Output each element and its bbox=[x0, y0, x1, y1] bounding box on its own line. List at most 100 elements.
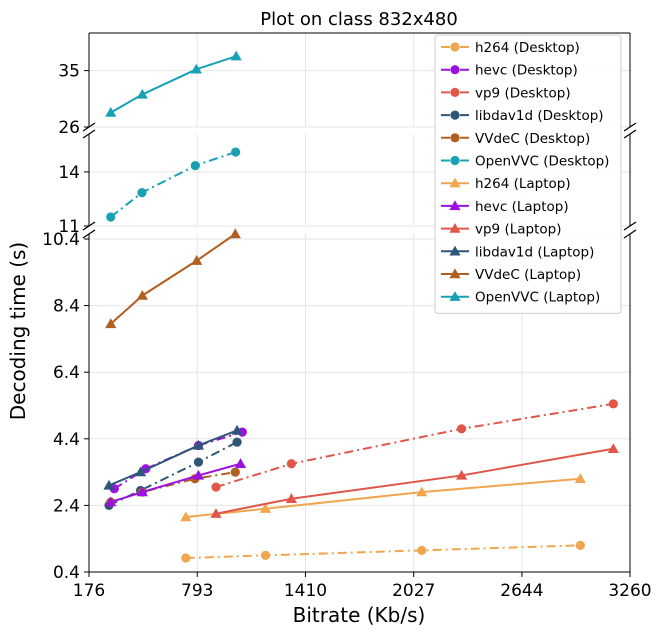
data-point bbox=[192, 469, 205, 480]
data-point bbox=[192, 439, 205, 450]
x-tick-label: 1410 bbox=[284, 581, 327, 601]
data-point bbox=[180, 511, 192, 522]
data-point bbox=[211, 482, 221, 492]
series-line bbox=[108, 429, 238, 487]
legend-marker bbox=[449, 268, 461, 279]
legend-marker bbox=[450, 110, 460, 120]
y-tick-label: 2.4 bbox=[53, 496, 80, 516]
axis-break-marks bbox=[82, 122, 637, 239]
series-line bbox=[185, 477, 581, 519]
series-line bbox=[185, 544, 581, 560]
data-point bbox=[417, 545, 427, 555]
series-line bbox=[215, 447, 614, 515]
legend-item: hevc (Laptop) bbox=[441, 199, 569, 215]
data-point bbox=[229, 228, 241, 239]
y-tick-label: 14 bbox=[58, 163, 80, 183]
data-point bbox=[181, 553, 191, 563]
chart-title: Plot on class 832x480 bbox=[260, 9, 458, 30]
legend-marker bbox=[449, 291, 461, 301]
x-tick-label: 3260 bbox=[608, 581, 651, 601]
plot-panels: 26 35 11 14 0.4 2.4 4.4 6.4 8.4 10.4 176 793 1410 202… bbox=[42, 32, 652, 601]
data-point bbox=[234, 458, 247, 468]
data-point bbox=[106, 212, 116, 222]
data-point bbox=[230, 467, 240, 477]
series-vp9-desktop bbox=[211, 399, 618, 492]
legend-marker bbox=[449, 177, 461, 188]
y-tick-label: 26 bbox=[58, 118, 80, 138]
series-vvdec-laptop bbox=[105, 228, 241, 329]
legend-item: libdav1d (Desktop) bbox=[441, 108, 604, 124]
data-point bbox=[607, 443, 619, 453]
legend-item: vp9 (Desktop) bbox=[441, 85, 571, 101]
data-point bbox=[190, 63, 202, 74]
legend-item: h264 (Laptop) bbox=[441, 176, 571, 192]
data-point bbox=[260, 550, 271, 560]
series-line bbox=[110, 55, 237, 114]
data-point bbox=[285, 493, 298, 503]
series-libdav1d-desktop bbox=[104, 437, 242, 510]
y-tick-label: 4.4 bbox=[53, 430, 80, 450]
legend-label: h264 (Desktop) bbox=[475, 40, 580, 56]
series-openvvc-desktop bbox=[106, 147, 241, 222]
data-point bbox=[259, 503, 272, 513]
legend-label: OpenVVC (Desktop) bbox=[475, 154, 609, 170]
data-point bbox=[103, 479, 115, 490]
x-tick-label: 2027 bbox=[392, 581, 435, 601]
data-point bbox=[575, 540, 585, 550]
legend-label: hevc (Desktop) bbox=[475, 63, 578, 79]
x-tick-label: 2644 bbox=[500, 581, 543, 601]
legend-label: VVdeC (Laptop) bbox=[475, 267, 581, 283]
data-point bbox=[136, 88, 148, 99]
data-point bbox=[105, 318, 117, 329]
series-line bbox=[110, 471, 236, 504]
break-mark bbox=[82, 221, 96, 231]
series-hevc-laptop bbox=[105, 458, 247, 507]
legend-label: hevc (Laptop) bbox=[475, 199, 569, 215]
data-point bbox=[455, 469, 468, 480]
break-mark bbox=[82, 229, 96, 239]
data-point bbox=[134, 466, 147, 477]
series-h264-laptop bbox=[180, 473, 586, 522]
y-tick-label: 35 bbox=[58, 62, 80, 82]
series-line bbox=[110, 233, 236, 325]
legend-item: OpenVVC (Desktop) bbox=[441, 154, 609, 170]
data-point bbox=[574, 473, 586, 483]
data-point bbox=[191, 255, 203, 265]
x-axis-label: Bitrate (Kb/s) bbox=[293, 603, 426, 627]
legend-item: vp9 (Laptop) bbox=[441, 222, 561, 238]
y-tick-label: 0.4 bbox=[53, 563, 80, 583]
data-point bbox=[193, 457, 204, 467]
data-point bbox=[231, 424, 243, 435]
legend-marker bbox=[450, 65, 460, 75]
legend-box bbox=[434, 34, 622, 314]
legend-label: OpenVVC (Laptop) bbox=[475, 290, 600, 306]
y-tick-label: 11 bbox=[58, 217, 80, 237]
panel-bottom: 0.4 2.4 4.4 6.4 8.4 10.4 176 793 1410 2027 2644 326… bbox=[42, 230, 651, 601]
legend-item: libdav1d (Laptop) bbox=[441, 244, 594, 260]
legend-marker bbox=[449, 200, 461, 211]
data-point bbox=[232, 437, 242, 447]
legend-label: vp9 (Desktop) bbox=[475, 85, 571, 101]
legend-marker bbox=[450, 42, 460, 52]
legend-item: OpenVVC (Laptop) bbox=[441, 290, 600, 306]
data-point bbox=[105, 496, 117, 507]
series-vp9-laptop bbox=[210, 443, 619, 518]
series-h264-desktop bbox=[181, 540, 585, 563]
x-tick-label: 793 bbox=[181, 581, 213, 601]
legend-marker bbox=[450, 133, 460, 143]
legend-item: VVdeC (Desktop) bbox=[441, 131, 590, 147]
series-line bbox=[110, 462, 241, 504]
data-point bbox=[210, 508, 222, 518]
data-point bbox=[105, 106, 117, 117]
legend: h264 (Desktop) hevc (Desktop) vp9 (Desktop… bbox=[434, 34, 622, 314]
legend-label: VVdeC (Desktop) bbox=[475, 131, 590, 147]
x-tick-label: 176 bbox=[73, 581, 105, 601]
break-mark bbox=[82, 129, 96, 139]
break-mark bbox=[623, 129, 637, 139]
data-point bbox=[190, 160, 200, 171]
series-libdav1d-laptop bbox=[103, 424, 243, 490]
break-mark bbox=[82, 122, 96, 132]
data-point bbox=[137, 188, 147, 198]
data-point bbox=[416, 486, 428, 497]
data-point bbox=[608, 399, 618, 409]
